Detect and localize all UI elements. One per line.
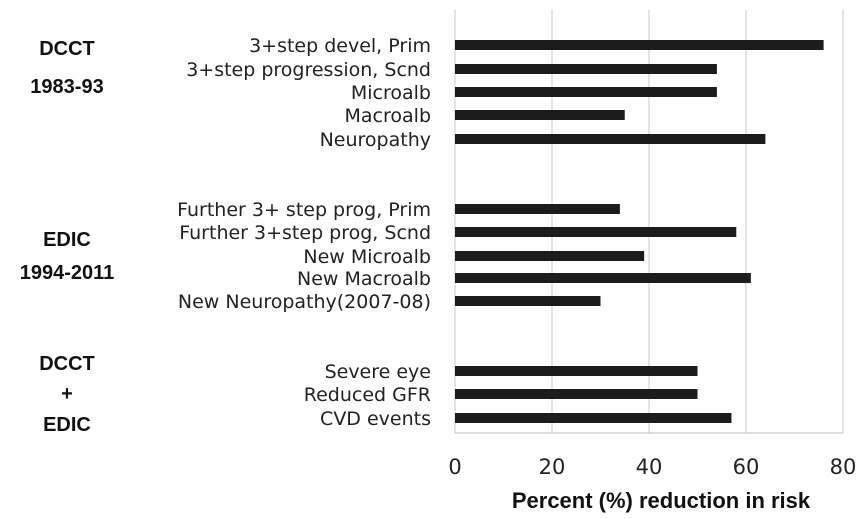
bar xyxy=(455,296,601,306)
x-axis-label: Percent (%) reduction in risk xyxy=(512,488,811,513)
category-label: 3+step devel, Prim xyxy=(249,35,431,57)
x-axis-ticks: 0 20 40 60 80 xyxy=(448,455,856,479)
group-label: 1983-93 xyxy=(30,76,103,98)
group-label: + xyxy=(61,383,73,405)
bar xyxy=(455,40,824,50)
category-label: Further 3+ step prog, Prim xyxy=(177,199,431,221)
bar xyxy=(455,87,717,97)
bar xyxy=(455,64,717,74)
group-labels: DCCT 1983-93 EDIC 1994-2011 DCCT + EDIC xyxy=(20,38,115,436)
category-label: New Macroalb xyxy=(297,268,431,290)
x-tick-label: 80 xyxy=(830,455,857,479)
group-label: 1994-2011 xyxy=(20,262,115,284)
group-label: EDIC xyxy=(43,414,91,436)
category-label: Severe eye xyxy=(325,361,431,383)
group-label: DCCT xyxy=(39,353,95,375)
category-label: CVD events xyxy=(320,408,431,430)
bar xyxy=(455,110,625,120)
group-label: EDIC xyxy=(43,229,91,251)
category-label: Microalb xyxy=(351,82,431,104)
bar xyxy=(455,204,620,214)
category-label: Macroalb xyxy=(345,105,431,127)
x-tick-label: 20 xyxy=(539,455,566,479)
grid-lines xyxy=(454,10,844,434)
bars xyxy=(455,40,824,423)
category-label: New Neuropathy(2007-08) xyxy=(178,291,431,313)
bar xyxy=(455,227,737,237)
bar xyxy=(455,413,732,423)
category-label: New Microalb xyxy=(303,246,431,268)
bar xyxy=(455,273,751,283)
category-label: Reduced GFR xyxy=(304,384,431,406)
bar xyxy=(455,251,645,261)
group-label: DCCT xyxy=(39,38,95,60)
category-label: 3+step progression, Scnd xyxy=(186,59,431,81)
bar xyxy=(455,389,698,399)
category-label: Neuropathy xyxy=(320,129,431,151)
x-tick-label: 40 xyxy=(636,455,663,479)
x-tick-label: 60 xyxy=(733,455,760,479)
x-tick-label: 0 xyxy=(448,455,461,479)
bar xyxy=(455,366,698,376)
category-label: Further 3+step prog, Scnd xyxy=(179,222,431,244)
bar xyxy=(455,134,766,144)
